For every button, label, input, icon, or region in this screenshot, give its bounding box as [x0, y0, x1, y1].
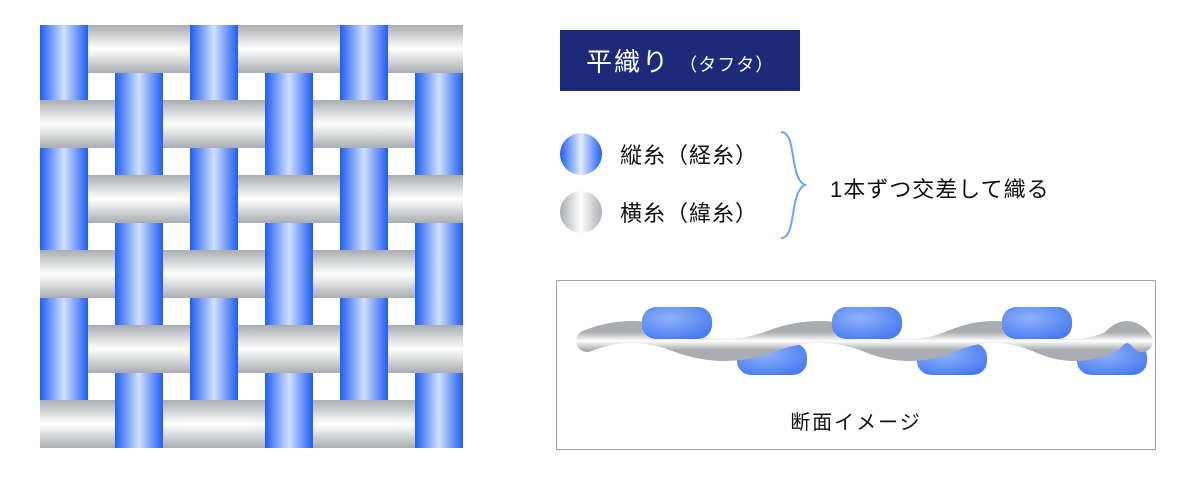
title-main: 平織り — [586, 47, 670, 77]
title-sub: （タフタ） — [679, 55, 774, 75]
legend: 縦糸（経糸） 横糸（緯糸） — [560, 125, 758, 241]
cross-section-box: 断面イメージ — [556, 280, 1156, 450]
weft-label: 横糸（緯糸） — [620, 196, 758, 228]
brace-icon — [775, 128, 815, 247]
weave-diagram — [40, 25, 490, 475]
cross-section-label: 断面イメージ — [557, 406, 1155, 435]
warp-swatch-icon — [560, 133, 602, 175]
legend-row-weft: 横糸（緯糸） — [560, 183, 758, 241]
brace-text: 1本ずつ交差して織る — [830, 172, 1050, 204]
title-badge: 平織り （タフタ） — [560, 30, 800, 91]
legend-row-warp: 縦糸（経糸） — [560, 125, 758, 183]
warp-label: 縦糸（経糸） — [620, 138, 758, 170]
weft-swatch-icon — [560, 191, 602, 233]
